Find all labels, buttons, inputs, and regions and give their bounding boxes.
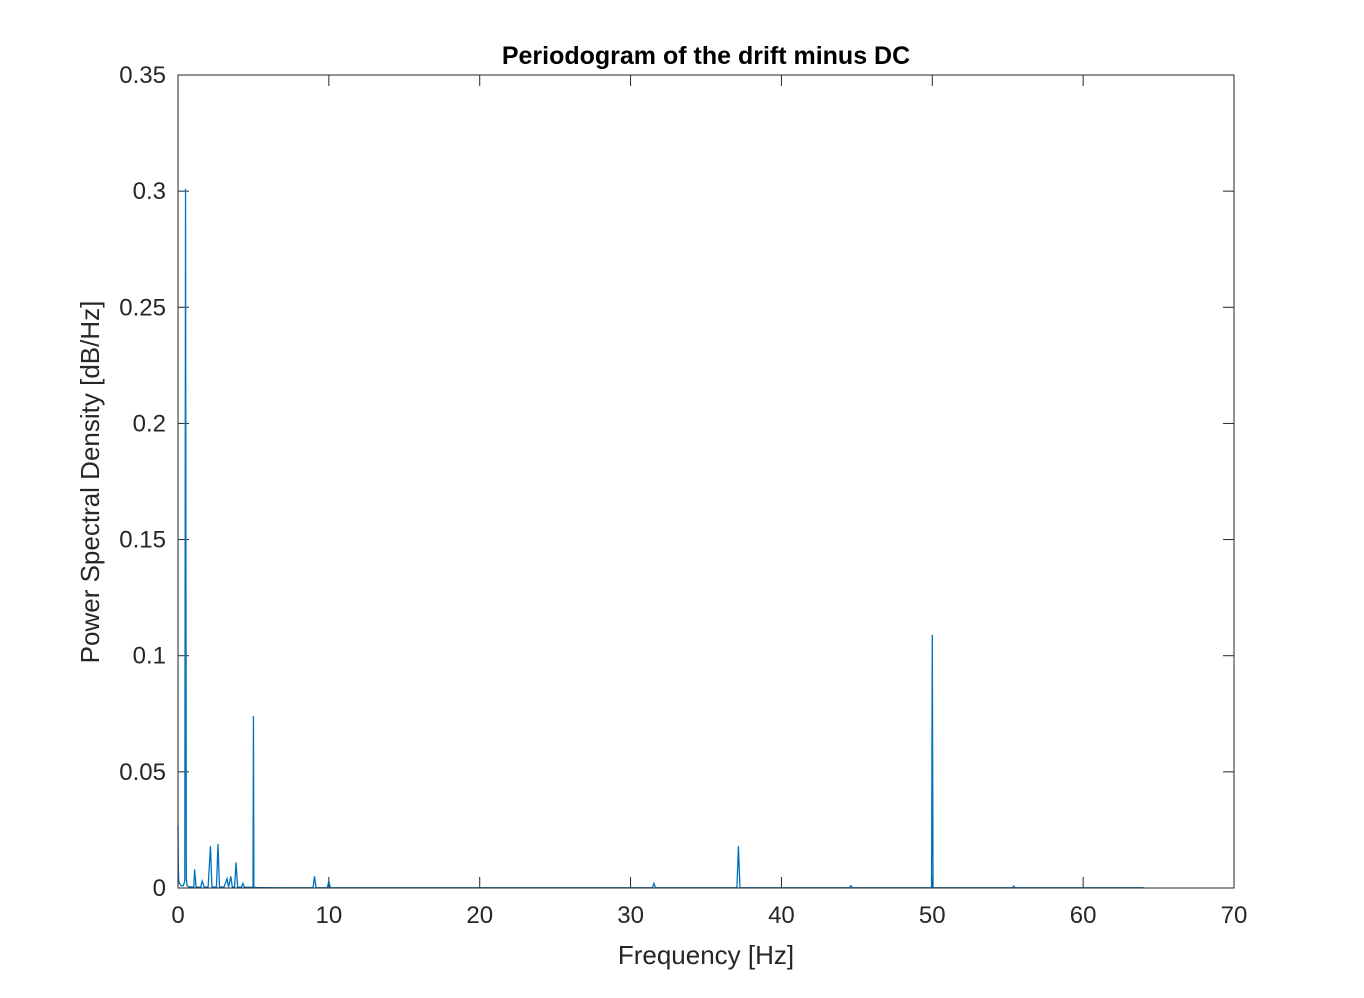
x-tick-label: 60: [1070, 902, 1097, 929]
x-axis-ticks: 0 10 20 30 40 50 60 70: [171, 75, 1247, 929]
plot-frame: [177, 74, 1235, 889]
x-axis-label: Frequency [Hz]: [618, 940, 794, 970]
plot-area: [178, 75, 1234, 888]
chart-title: Periodogram of the drift minus DC: [502, 42, 910, 70]
y-tick-label: 0.25: [119, 294, 166, 321]
y-axis-label: Power Spectral Density [dB/Hz]: [75, 301, 105, 664]
y-tick-label: 0.3: [133, 178, 166, 205]
x-tick-label: 50: [919, 902, 946, 929]
y-tick-label: 0.1: [133, 643, 166, 670]
x-tick-label: 30: [617, 902, 644, 929]
y-tick-label: 0.15: [119, 527, 166, 554]
y-tick-label: 0: [153, 875, 166, 902]
x-tick-label: 20: [466, 902, 493, 929]
y-tick-label: 0.2: [133, 410, 166, 437]
x-tick-label: 0: [171, 902, 184, 929]
y-tick-label: 0.35: [119, 62, 166, 89]
y-tick-label: 0.05: [119, 759, 166, 786]
x-tick-label: 10: [316, 902, 343, 929]
x-tick-label: 40: [768, 902, 795, 929]
y-axis-ticks: 0 0.05 0.1 0.15 0.2 0.25 0.3 0.35: [119, 62, 1234, 902]
x-tick-label: 70: [1221, 902, 1248, 929]
